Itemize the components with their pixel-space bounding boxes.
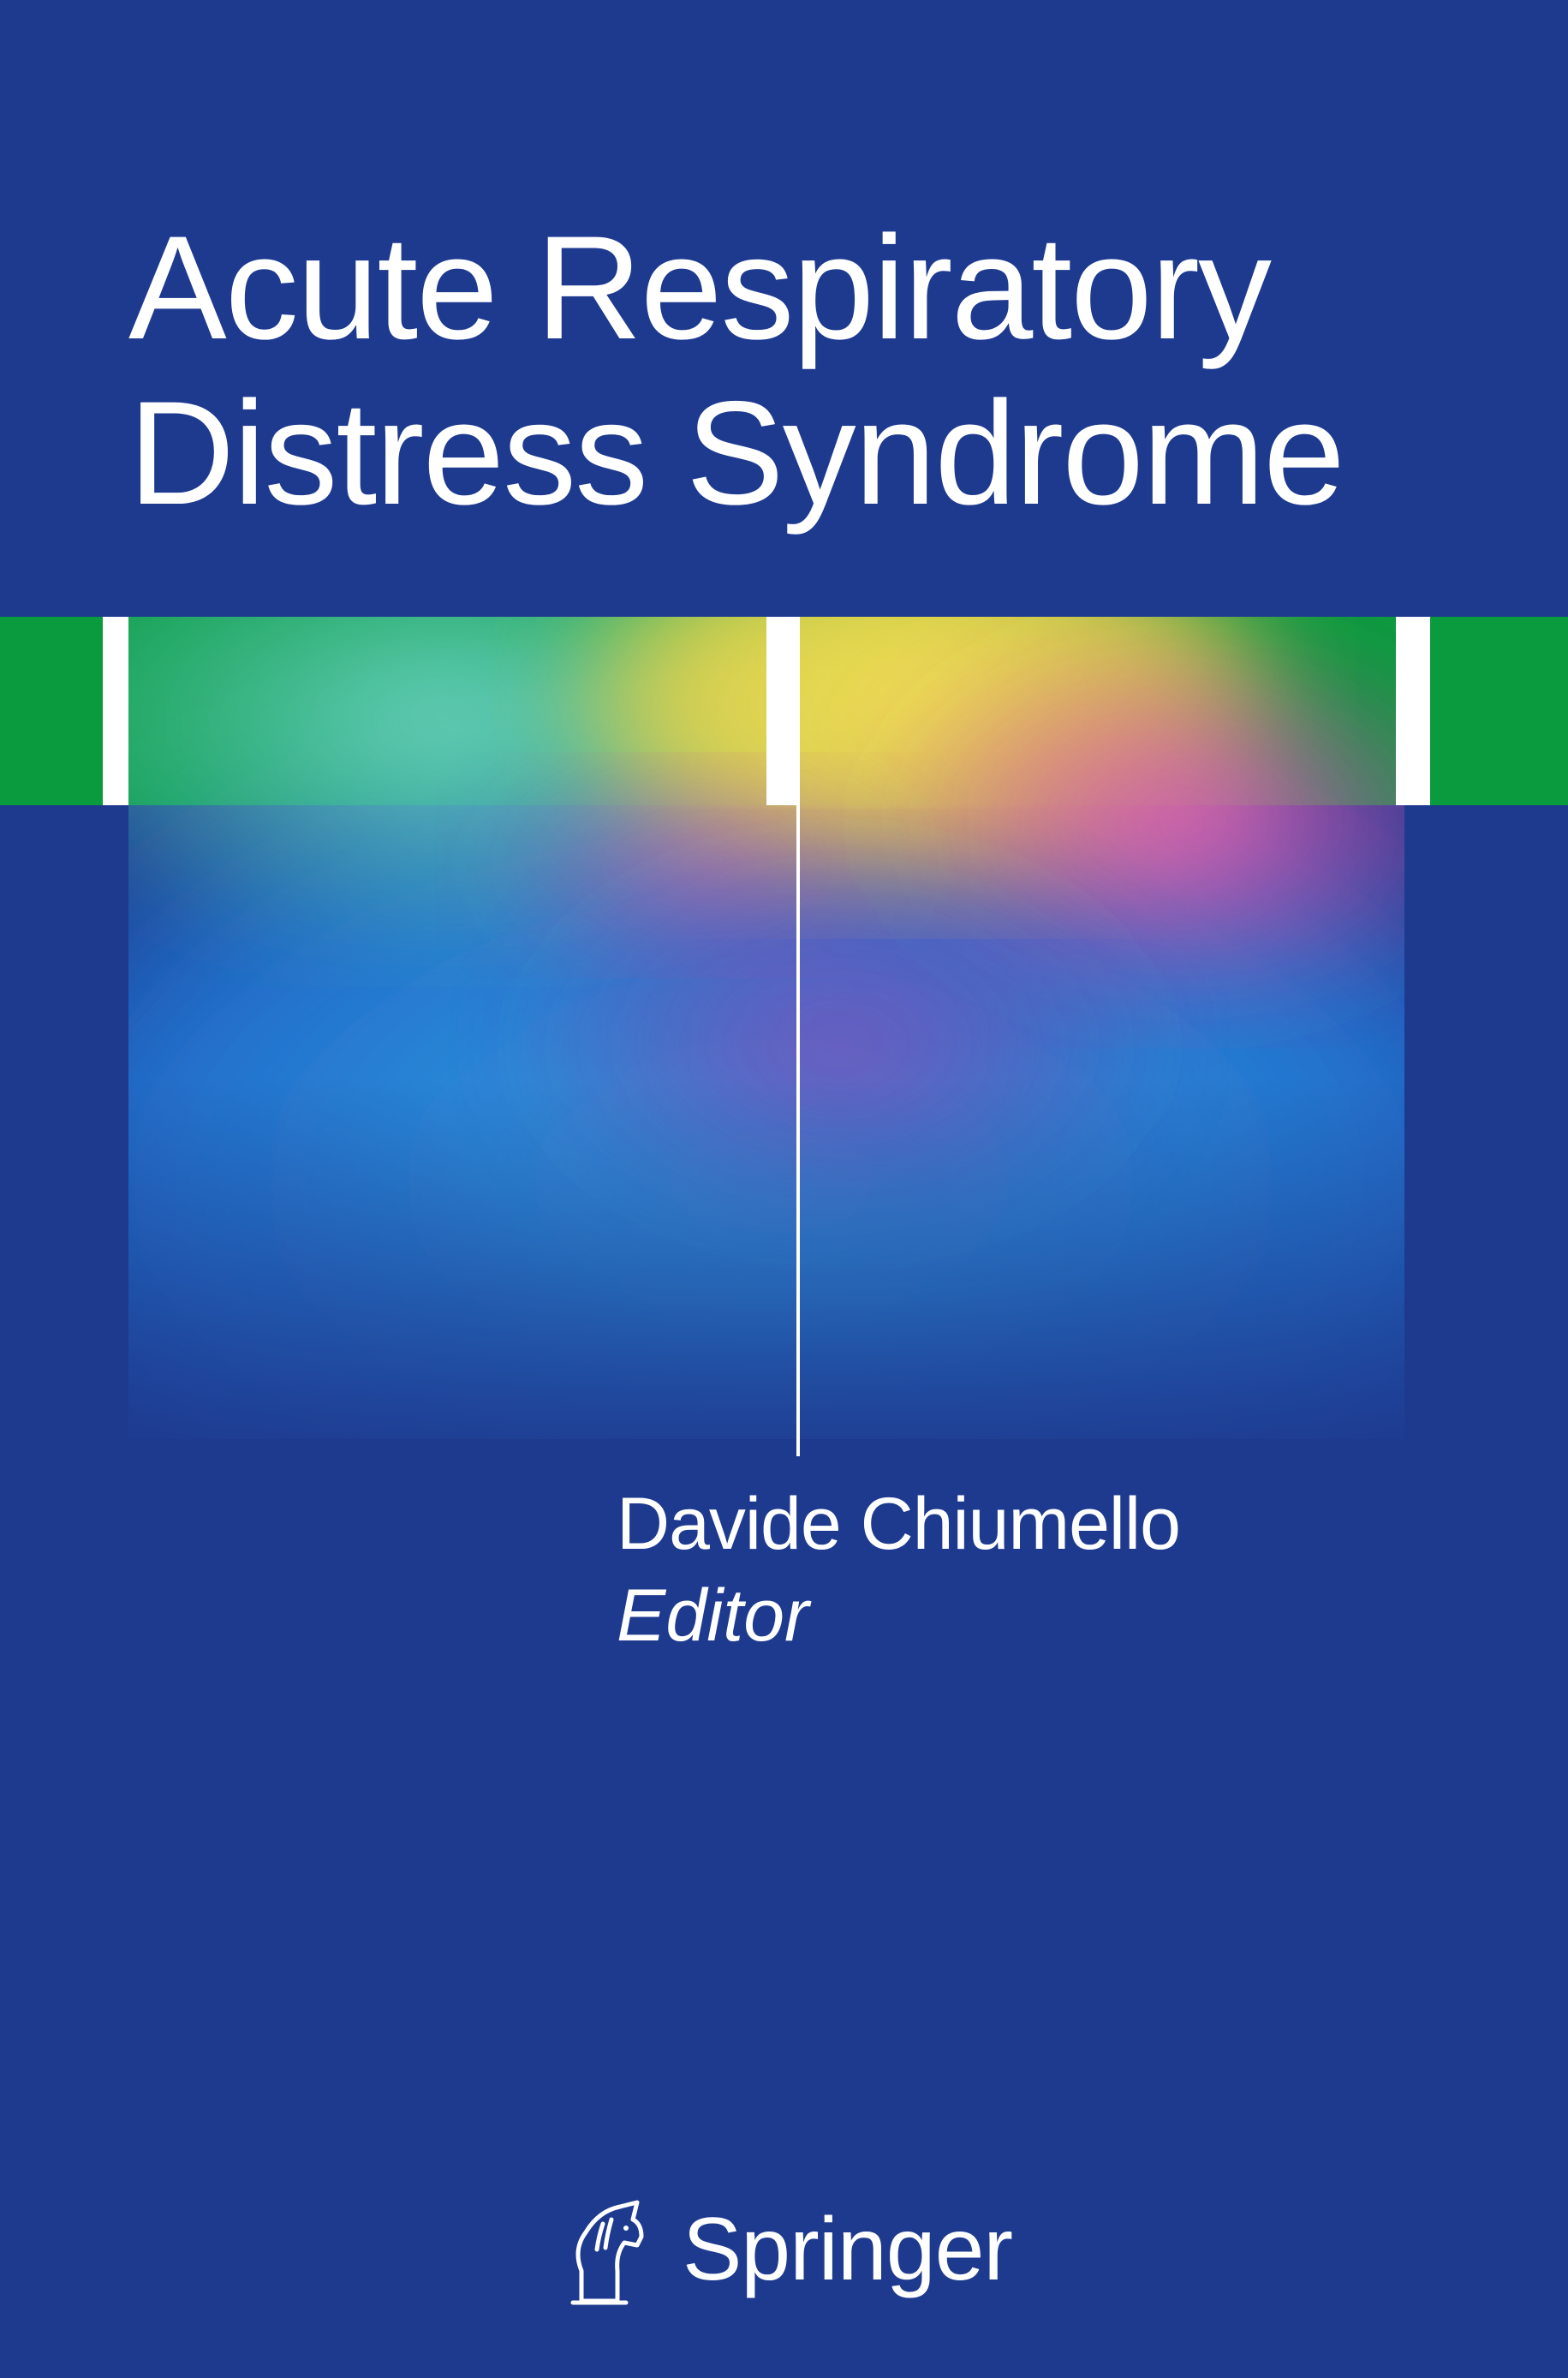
title-line-1: Acute Respiratory (128, 206, 1482, 371)
vertical-hairline (1404, 617, 1408, 805)
green-bar-gap (1396, 617, 1430, 805)
editor-block: Davide Chiumello Editor (617, 1482, 1180, 1658)
vertical-hairline (103, 617, 106, 805)
book-title: Acute Respiratory Distress Syndrome (128, 206, 1482, 535)
green-bar-gap (103, 617, 128, 805)
vertical-hairline (796, 617, 800, 1456)
springer-horse-icon (556, 2190, 659, 2309)
publisher-name: Springer (683, 2199, 1012, 2301)
vertical-hairline (766, 617, 770, 805)
title-line-2: Distress Syndrome (128, 371, 1482, 536)
cover-art-band (0, 617, 1568, 1456)
editor-role: Editor (617, 1574, 1180, 1658)
publisher-block: Springer (0, 2190, 1568, 2309)
editor-name: Davide Chiumello (617, 1482, 1180, 1567)
green-bar-gap (766, 617, 796, 805)
